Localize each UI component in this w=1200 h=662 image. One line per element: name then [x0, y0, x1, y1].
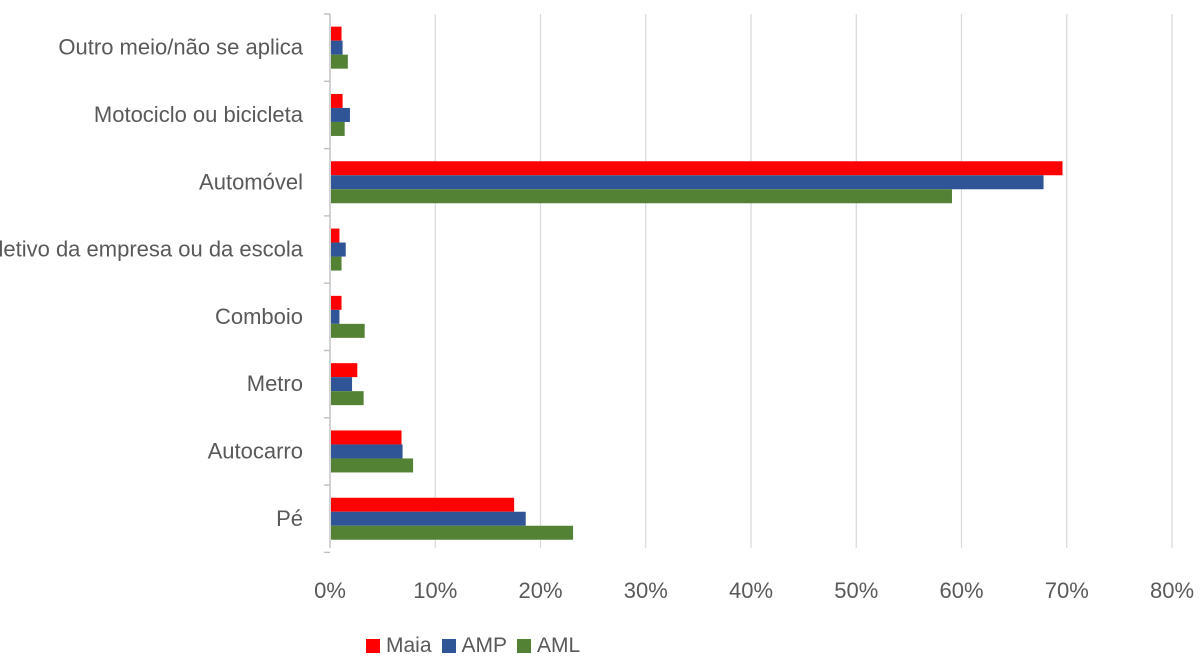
category-labels: Pé Autocarro Metro Comboio Transporte colet… — [0, 35, 304, 531]
x-tick-label: 70% — [1045, 578, 1089, 603]
x-tick-label: 40% — [729, 578, 773, 603]
bar-aml-outro-meio-nao-se-aplica — [331, 54, 348, 69]
bar-aml-pe — [331, 525, 574, 540]
bar-aml-comboio — [331, 323, 365, 338]
bar-aml-autocarro — [331, 458, 414, 473]
gridlines — [434, 14, 1173, 548]
category-label-comboio: Comboio — [215, 304, 303, 329]
x-tick-label: 20% — [518, 578, 562, 603]
category-label-automovel: Automóvel — [199, 169, 303, 194]
bar-maia-metro — [331, 363, 358, 378]
bar-maia-outro-meio-nao-se-aplica — [331, 26, 342, 41]
bar-amp-automovel — [331, 175, 1044, 190]
legend-item-amp: AMP — [441, 634, 508, 658]
category-label-autocarro: Autocarro — [208, 438, 303, 463]
legend-label-amp: AMP — [461, 634, 508, 657]
axes — [324, 13, 331, 554]
bar-aml-metro — [331, 391, 364, 406]
legend-item-aml: AML — [517, 634, 580, 658]
bar-amp-outro-meio-nao-se-aplica — [331, 40, 343, 55]
bar-maia-transporte-coletivo-da-empresa-ou-da-escola — [331, 228, 340, 243]
bar-amp-autocarro — [331, 444, 403, 459]
legend: Maia AMP AML — [366, 634, 590, 658]
bar-amp-transporte-coletivo-da-empresa-ou-da-escola — [331, 242, 346, 257]
bar-maia-motociclo-ou-bicicleta — [331, 93, 343, 108]
bar-aml-motociclo-ou-bicicleta — [331, 121, 345, 136]
x-tick-label: 0% — [314, 578, 346, 603]
bar-maia-autocarro — [331, 430, 402, 445]
legend-swatch-amp — [441, 639, 456, 653]
legend-item-maia: Maia — [366, 634, 432, 658]
legend-label-maia: Maia — [386, 634, 432, 657]
category-label-metro: Metro — [247, 371, 303, 396]
bar-aml-automovel — [331, 189, 952, 204]
x-tick-label: 60% — [939, 578, 983, 603]
category-label-transporte-coletivo-da-empresa-ou-da-escola: Transporte coletivo da empresa ou da esc… — [0, 237, 304, 262]
bars — [331, 26, 1063, 540]
category-label-pe: Pé — [276, 506, 303, 531]
legend-swatch-aml — [517, 639, 532, 653]
x-tick-label: 50% — [834, 578, 878, 603]
x-tick-label: 30% — [624, 578, 668, 603]
bar-maia-automovel — [331, 161, 1063, 176]
bar-maia-pe — [331, 497, 515, 512]
x-tick-labels: 0% 10% 20% 30% 40% 50% 60% 70% 80% — [314, 578, 1194, 603]
category-label-outro-meio-nao-se-aplica: Outro meio/não se aplica — [58, 35, 303, 60]
bar-aml-transporte-coletivo-da-empresa-ou-da-escola — [331, 256, 342, 271]
x-tick-label: 80% — [1150, 578, 1194, 603]
legend-swatch-maia — [366, 639, 380, 653]
x-tick-label: 10% — [413, 578, 457, 603]
bar-amp-motociclo-ou-bicicleta — [331, 107, 350, 122]
legend-label-aml: AML — [537, 634, 581, 657]
bar-amp-pe — [331, 511, 526, 526]
bar-amp-metro — [331, 377, 353, 392]
bar-maia-comboio — [331, 295, 342, 310]
bar-amp-comboio — [331, 309, 340, 324]
category-label-motociclo-ou-bicicleta: Motociclo ou bicicleta — [94, 102, 304, 127]
